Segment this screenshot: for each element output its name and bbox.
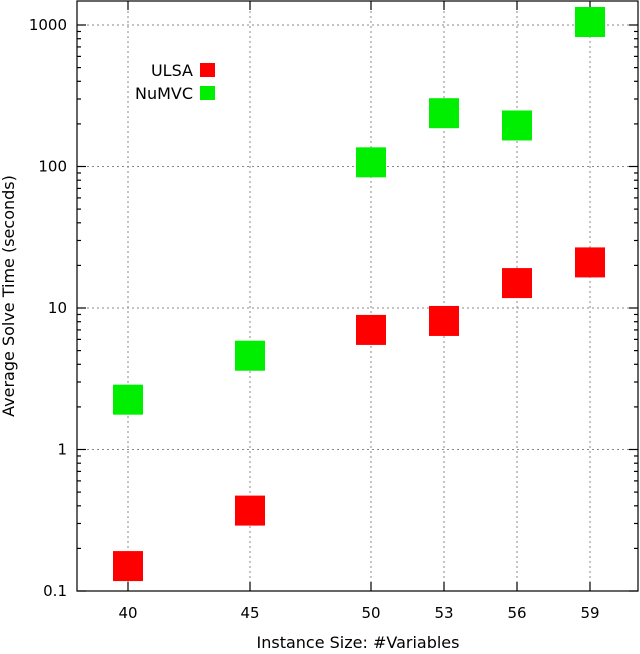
legend-swatch-ulsa	[200, 63, 215, 77]
x-tick-label: 53	[434, 604, 453, 622]
point-numvc	[575, 7, 605, 38]
point-ulsa	[356, 314, 386, 345]
point-numvc	[356, 147, 386, 178]
point-ulsa	[235, 495, 265, 526]
x-tick-label: 50	[361, 604, 380, 622]
y-axis-label: Average Solve Time (seconds)	[0, 175, 18, 417]
x-tick-label: 40	[118, 604, 137, 622]
data-points	[113, 7, 605, 582]
x-tick-label: 56	[507, 604, 526, 622]
legend-swatch-numvc	[200, 86, 215, 100]
x-axis-label: Instance Size: #Variables	[257, 633, 460, 652]
x-tick-label: 59	[580, 604, 599, 622]
point-numvc	[235, 340, 265, 371]
legend-label-ulsa: ULSA	[151, 61, 193, 80]
point-ulsa	[429, 305, 459, 336]
legend: ULSA NuMVC	[135, 61, 215, 103]
point-numvc	[502, 110, 532, 141]
legend-label-numvc: NuMVC	[135, 84, 193, 103]
y-tick-label: 1000	[29, 16, 67, 34]
point-numvc	[429, 98, 459, 129]
point-ulsa	[502, 268, 532, 299]
plot-frame	[76, 0, 639, 592]
y-tick-label: 1	[57, 441, 67, 459]
point-numvc	[113, 384, 143, 415]
y-tick-label: 100	[38, 158, 67, 176]
point-ulsa	[113, 551, 143, 582]
axis-ticks: 0.1 1 10 100 1000 40 45 50 53 56 59	[29, 1, 638, 622]
x-tick-label: 45	[240, 604, 259, 622]
y-tick-label: 0.1	[43, 582, 67, 600]
y-tick-label: 10	[48, 299, 67, 317]
point-ulsa	[575, 247, 605, 278]
